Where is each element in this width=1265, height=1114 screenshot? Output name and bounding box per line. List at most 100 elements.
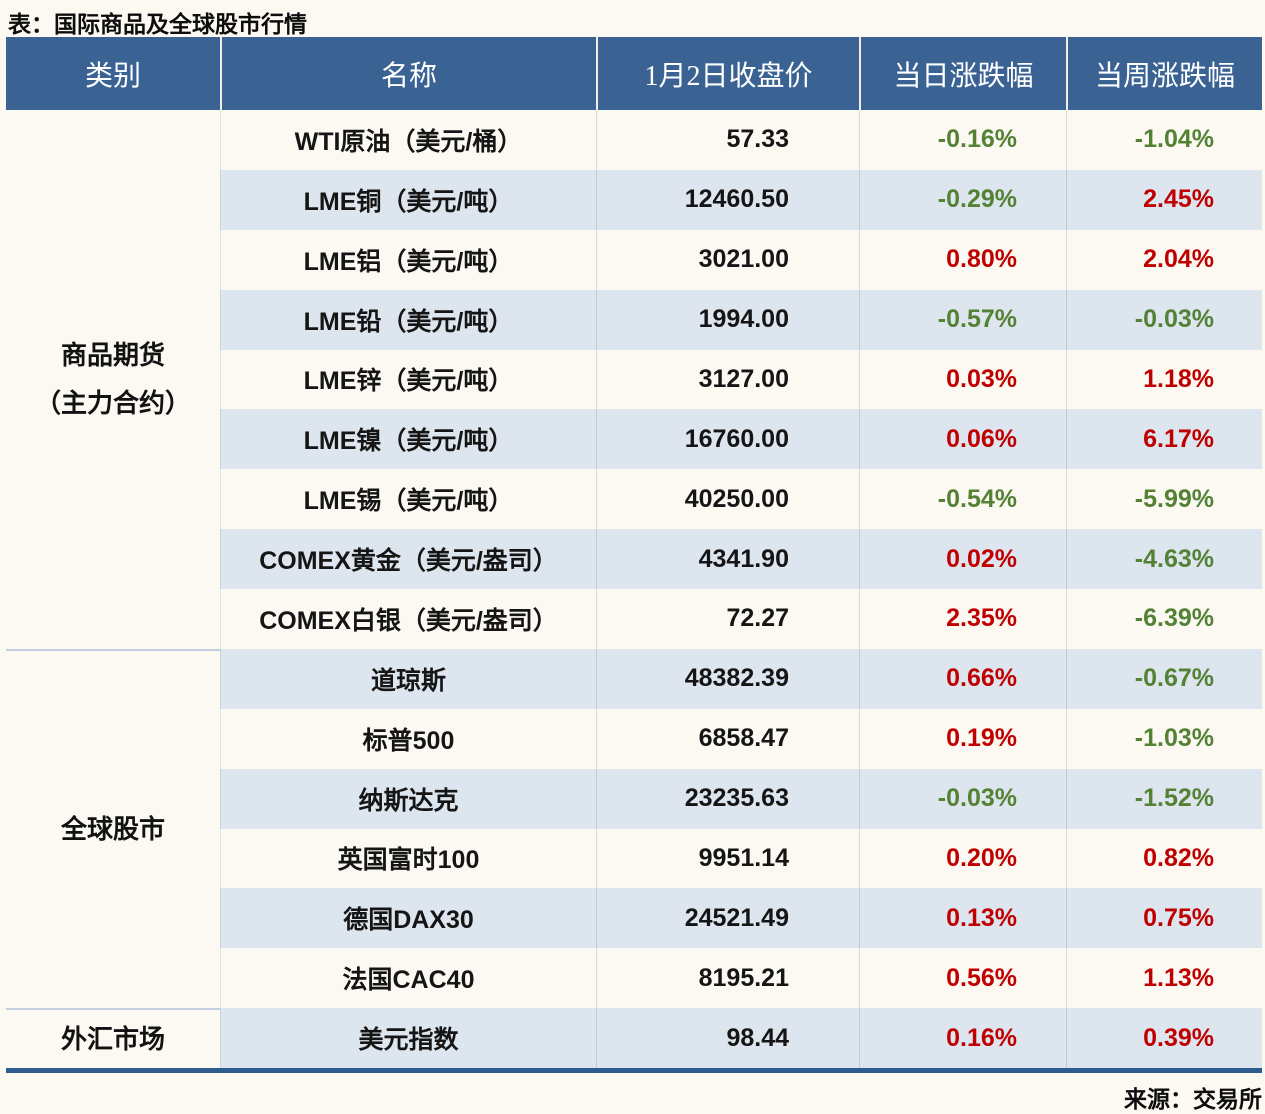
day-change-cell: 0.06% xyxy=(859,409,1066,470)
close-price-cell: 57.33 xyxy=(596,110,859,170)
table-title: 表：国际商品及全球股市行情 xyxy=(8,11,307,37)
header-category: 类别 xyxy=(84,60,141,92)
category-cell: 全球股市 xyxy=(6,648,220,1008)
day-change-cell: 0.02% xyxy=(859,529,1066,589)
name-cell: LME铅（美元/吨） xyxy=(220,289,596,350)
week-change-cell: 2.45% xyxy=(1066,169,1262,230)
category-label: 外汇市场 xyxy=(60,1024,165,1055)
category-group: 商品期货 （主力合约） WTI原油（美元/桶） 57.33 -0.16% -1.04% LM… xyxy=(6,110,1262,649)
day-change-cell: 0.20% xyxy=(859,828,1066,889)
week-change-cell: -6.39% xyxy=(1066,589,1262,649)
close-price-cell: 1994.00 xyxy=(596,289,859,350)
name-cell: 标普500 xyxy=(220,708,596,769)
week-change-cell: -1.03% xyxy=(1066,708,1262,769)
table-row: 美元指数 98.44 0.16% 0.39% xyxy=(220,1008,1262,1068)
close-price-cell: 4341.90 xyxy=(596,529,859,589)
group-rows: 美元指数 98.44 0.16% 0.39% xyxy=(220,1008,1262,1068)
close-price-cell: 6858.47 xyxy=(596,708,859,769)
name-cell: COMEX黄金（美元/盎司） xyxy=(220,529,596,589)
close-price-cell: 3021.00 xyxy=(596,229,859,290)
close-price-cell: 40250.00 xyxy=(596,469,859,530)
week-change-cell: 0.39% xyxy=(1066,1008,1262,1068)
close-price-cell: 98.44 xyxy=(596,1008,859,1068)
table-row: LME铅（美元/吨） 1994.00 -0.57% -0.03% xyxy=(220,289,1262,350)
table-row: 道琼斯 48382.39 0.66% -0.67% xyxy=(220,648,1262,709)
day-change-cell: 2.35% xyxy=(859,589,1066,649)
name-cell: 美元指数 xyxy=(220,1008,596,1068)
close-price-cell: 3127.00 xyxy=(596,349,859,410)
header-name: 名称 xyxy=(220,37,596,110)
week-change-cell: -1.52% xyxy=(1066,768,1262,829)
week-change-cell: 6.17% xyxy=(1066,409,1262,470)
table-row: 纳斯达克 23235.63 -0.03% -1.52% xyxy=(220,768,1262,829)
close-price-cell: 48382.39 xyxy=(596,648,859,709)
day-change-cell: -0.16% xyxy=(859,110,1066,170)
day-change-cell: 0.56% xyxy=(859,948,1066,1009)
day-change-cell: 0.66% xyxy=(859,648,1066,709)
group-rows: 道琼斯 48382.39 0.66% -0.67% 标普500 6858.47 0.19% -… xyxy=(220,648,1262,1009)
table-row: LME镍（美元/吨） 16760.00 0.06% 6.17% xyxy=(220,409,1262,470)
close-price-cell: 16760.00 xyxy=(596,409,859,470)
day-change-cell: 0.16% xyxy=(859,1008,1066,1068)
close-price-cell: 23235.63 xyxy=(596,768,859,829)
group-rows: WTI原油（美元/桶） 57.33 -0.16% -1.04% LME铜（美元/吨） 12… xyxy=(220,110,1262,649)
table-row: COMEX白银（美元/盎司） 72.27 2.35% -6.39% xyxy=(220,589,1262,649)
name-cell: 德国DAX30 xyxy=(220,888,596,949)
name-cell: COMEX白银（美元/盎司） xyxy=(220,589,596,649)
table-row: 标普500 6858.47 0.19% -1.03% xyxy=(220,708,1262,769)
week-change-cell: 1.18% xyxy=(1066,349,1262,410)
name-cell: 道琼斯 xyxy=(220,648,596,709)
close-price-cell: 9951.14 xyxy=(596,828,859,889)
day-change-cell: -0.29% xyxy=(859,169,1066,230)
week-change-cell: -1.04% xyxy=(1066,110,1262,170)
header-day-change: 当日涨跌幅 xyxy=(859,37,1066,110)
table-bottom-border xyxy=(6,1068,1262,1073)
close-price-cell: 12460.50 xyxy=(596,169,859,230)
table-row: COMEX黄金（美元/盎司） 4341.90 0.02% -4.63% xyxy=(220,529,1262,589)
day-change-cell: -0.03% xyxy=(859,768,1066,829)
table-row: 德国DAX30 24521.49 0.13% 0.75% xyxy=(220,888,1262,949)
category-label: （主力合约） xyxy=(34,388,191,419)
name-cell: LME锡（美元/吨） xyxy=(220,469,596,530)
table-row: LME铜（美元/吨） 12460.50 -0.29% 2.45% xyxy=(220,169,1262,230)
day-change-cell: 0.80% xyxy=(859,229,1066,290)
table-row: WTI原油（美元/桶） 57.33 -0.16% -1.04% xyxy=(220,110,1262,170)
week-change-cell: -5.99% xyxy=(1066,469,1262,530)
week-change-cell: 0.75% xyxy=(1066,888,1262,949)
market-table: 类别 名称 1月2日收盘价 当日涨跌幅 当周涨跌幅 商品期货 （主力合约） WTI原… xyxy=(6,37,1262,1073)
table-row: LME铝（美元/吨） 3021.00 0.80% 2.04% xyxy=(220,229,1262,290)
week-change-cell: -0.03% xyxy=(1066,289,1262,350)
header-close-price: 1月2日收盘价 xyxy=(596,37,859,110)
week-change-cell: -0.67% xyxy=(1066,648,1262,709)
name-cell: WTI原油（美元/桶） xyxy=(220,110,596,170)
close-price-cell: 72.27 xyxy=(596,589,859,649)
header-week-change: 当周涨跌幅 xyxy=(1066,37,1262,110)
table-row: 法国CAC40 8195.21 0.56% 1.13% xyxy=(220,948,1262,1009)
name-cell: LME锌（美元/吨） xyxy=(220,349,596,410)
close-price-cell: 24521.49 xyxy=(596,888,859,949)
name-cell: 英国富时100 xyxy=(220,828,596,889)
name-cell: 法国CAC40 xyxy=(220,948,596,1009)
name-cell: LME镍（美元/吨） xyxy=(220,409,596,470)
week-change-cell: 1.13% xyxy=(1066,948,1262,1009)
week-change-cell: 0.82% xyxy=(1066,828,1262,889)
name-cell: LME铝（美元/吨） xyxy=(220,229,596,290)
table-row: LME锡（美元/吨） 40250.00 -0.54% -5.99% xyxy=(220,469,1262,530)
day-change-cell: -0.57% xyxy=(859,289,1066,350)
table-row: LME锌（美元/吨） 3127.00 0.03% 1.18% xyxy=(220,349,1262,410)
category-cell: 商品期货 （主力合约） xyxy=(6,110,220,649)
week-change-cell: -4.63% xyxy=(1066,529,1262,589)
week-change-cell: 2.04% xyxy=(1066,229,1262,290)
category-label: 全球股市 xyxy=(60,814,165,845)
table-row: 英国富时100 9951.14 0.20% 0.82% xyxy=(220,828,1262,889)
category-group: 全球股市 道琼斯 48382.39 0.66% -0.67% 标普500 6858.47 0.… xyxy=(6,648,1262,1009)
source-note: 来源：交易所 xyxy=(1124,1086,1262,1112)
category-label: 商品期货 xyxy=(60,340,165,371)
day-change-cell: 0.13% xyxy=(859,888,1066,949)
category-group: 外汇市场 美元指数 98.44 0.16% 0.39% xyxy=(6,1008,1262,1068)
table-body: 商品期货 （主力合约） WTI原油（美元/桶） 57.33 -0.16% -1.04% LM… xyxy=(6,110,1262,1068)
name-cell: 纳斯达克 xyxy=(220,768,596,829)
table-header-row: 类别 名称 1月2日收盘价 当日涨跌幅 当周涨跌幅 xyxy=(6,37,1262,110)
day-change-cell: -0.54% xyxy=(859,469,1066,530)
